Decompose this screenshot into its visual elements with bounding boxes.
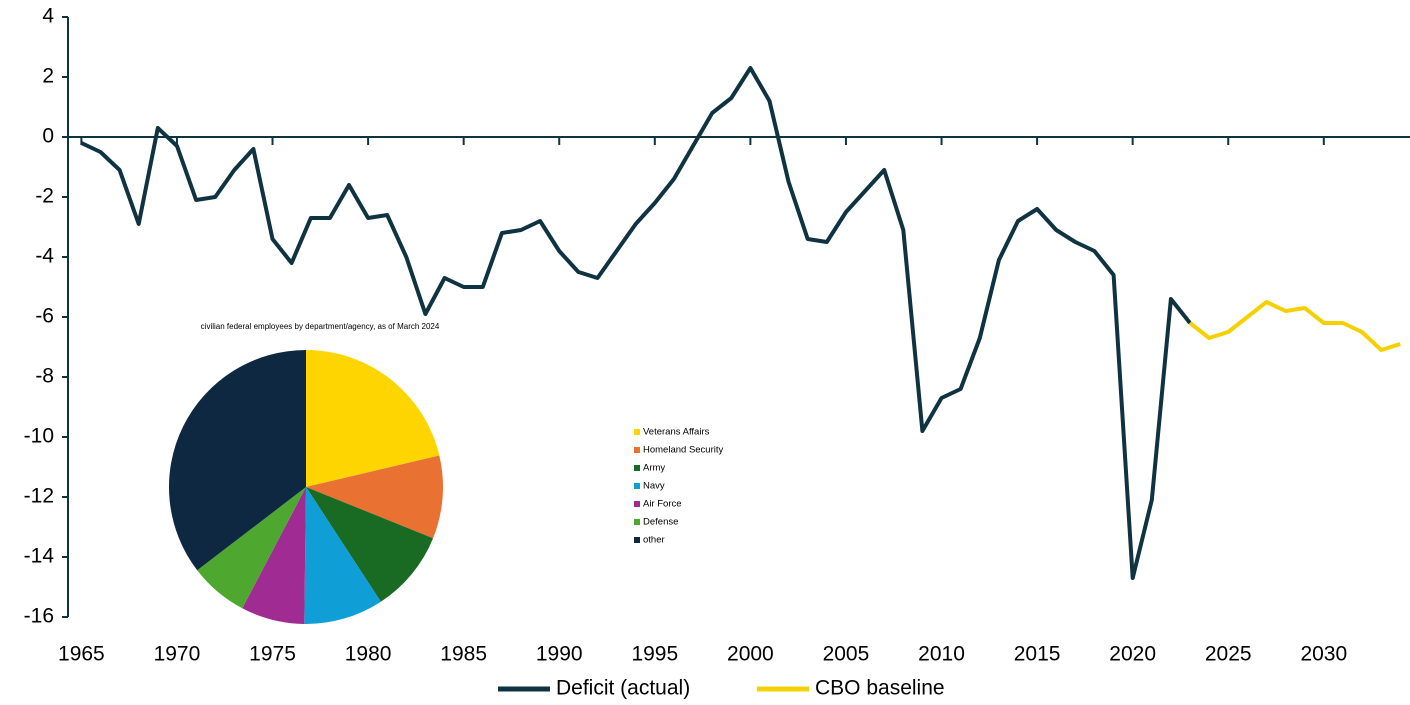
x-tick-label: 1985: [440, 643, 487, 666]
x-tick-label: 1995: [631, 643, 678, 666]
x-tick-label: 1965: [58, 643, 105, 666]
y-tick-label: -16: [24, 605, 54, 628]
x-tick-label: 2010: [918, 643, 965, 666]
y-tick-label: -8: [35, 365, 54, 388]
legend-label: other: [643, 535, 665, 546]
x-tick-label: 2005: [823, 643, 870, 666]
x-tick-label: 2015: [1014, 643, 1061, 666]
x-tick-label: 1975: [249, 643, 296, 666]
y-tick-label: -2: [35, 185, 54, 208]
pie-slice: [306, 350, 440, 487]
y-tick-label: -10: [24, 425, 54, 448]
pie-slice: [306, 487, 434, 602]
legend-swatch: [634, 447, 640, 453]
data-line: [80, 66, 1192, 580]
pie-slice: [168, 350, 306, 571]
pie-slice: [306, 455, 443, 539]
pie-slice: [197, 487, 306, 609]
pie-slice: [242, 487, 306, 624]
pie-title: civilian federal employees by department…: [201, 322, 440, 331]
y-tick-label: -12: [24, 485, 54, 508]
x-tick-label: 2020: [1109, 643, 1156, 666]
legend-label: Veterans Affairs: [643, 427, 710, 438]
x-tick-label: 2000: [727, 643, 774, 666]
y-tick-label: 4: [42, 5, 54, 28]
y-tick-label: 0: [42, 125, 54, 148]
pie-slice: [304, 487, 381, 625]
legend-label: Navy: [643, 481, 665, 492]
y-tick-label: -14: [24, 545, 55, 568]
legend-label: Army: [643, 463, 665, 474]
y-tick-label: -4: [35, 245, 54, 268]
y-tick-label: 2: [42, 65, 54, 88]
legend-swatch: [634, 465, 640, 471]
legend-label: Deficit (actual): [556, 677, 690, 700]
x-tick-label: 2030: [1300, 643, 1347, 666]
y-tick-label: -6: [35, 305, 54, 328]
legend-swatch: [634, 519, 640, 525]
data-line: [1188, 300, 1401, 352]
legend-label: CBO baseline: [815, 677, 945, 700]
legend-swatch: [634, 483, 640, 489]
legend-label: Homeland Security: [643, 445, 724, 456]
legend-label: Defense: [643, 517, 678, 528]
x-tick-label: 1990: [536, 643, 583, 666]
legend-swatch: [634, 501, 640, 507]
x-tick-label: 2025: [1205, 643, 1252, 666]
x-tick-label: 1970: [154, 643, 201, 666]
x-tick-label: 1980: [345, 643, 392, 666]
legend-swatch: [634, 429, 640, 435]
legend-label: Air Force: [643, 499, 682, 510]
legend-swatch: [634, 537, 640, 543]
